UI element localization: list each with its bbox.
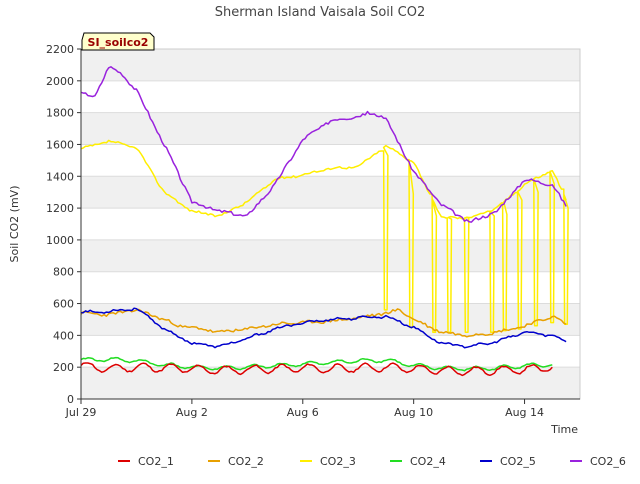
series-line-co2-1: [80, 362, 553, 377]
y-tick-label: 800: [53, 266, 74, 279]
site-label-box: SI_soilco2: [81, 32, 155, 51]
grid-band: [81, 367, 580, 399]
y-tick-label: 1200: [46, 202, 74, 215]
legend-item: CO2_6: [570, 455, 626, 468]
grid-band: [81, 49, 580, 81]
legend-label: CO2_2: [228, 455, 264, 468]
legend-label: CO2_5: [500, 455, 536, 468]
legend-item: CO2_3: [300, 455, 356, 468]
x-axis-label: Time: [550, 423, 578, 436]
x-tick-label: Jul 29: [65, 406, 97, 419]
y-axis-label: Soil CO2 (mV): [8, 186, 21, 263]
legend-label: CO2_6: [590, 455, 626, 468]
x-tick-label: Aug 14: [505, 406, 544, 419]
series-line-co2-2: [80, 308, 567, 338]
legend-item: CO2_1: [118, 455, 174, 468]
y-tick-label: 1800: [46, 107, 74, 120]
legend-label: CO2_4: [410, 455, 446, 468]
y-tick-label: 1600: [46, 138, 74, 151]
site-label: SI_soilco2: [88, 36, 149, 49]
x-tick-label: Aug 2: [176, 406, 208, 419]
y-tick-label: 2200: [46, 43, 74, 56]
y-tick-label: 1000: [46, 234, 74, 247]
y-tick-label: 400: [53, 329, 74, 342]
series-line-co2-5: [80, 307, 567, 349]
grid-band: [81, 239, 580, 272]
y-tick-label: 600: [53, 298, 74, 311]
y-tick-label: 2000: [46, 75, 74, 88]
chart-title: Sherman Island Vaisala Soil CO2: [215, 5, 425, 20]
legend-item: CO2_2: [208, 455, 264, 468]
legend-item: CO2_5: [480, 455, 536, 468]
legend-item: CO2_4: [390, 455, 446, 468]
x-tick-label: Aug 10: [394, 406, 433, 419]
series-line-co2-6: [80, 66, 567, 223]
legend-label: CO2_1: [138, 455, 174, 468]
y-tick-label: 1400: [46, 170, 74, 183]
grid-band: [81, 112, 580, 145]
y-tick-label: 0: [67, 393, 74, 406]
y-tick-label: 200: [53, 361, 74, 374]
legend-label: CO2_3: [320, 455, 356, 468]
x-tick-label: Aug 6: [287, 406, 319, 419]
